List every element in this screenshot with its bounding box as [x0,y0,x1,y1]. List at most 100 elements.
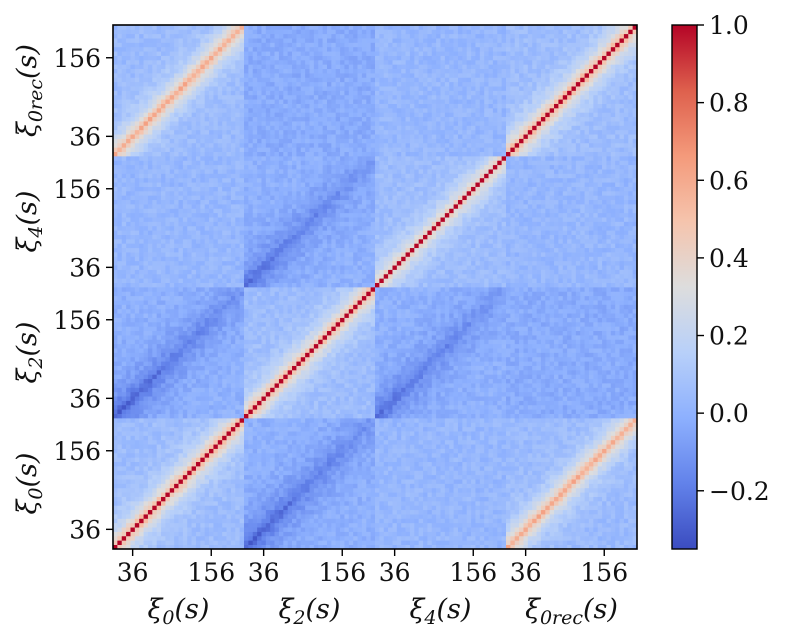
heatmap-cell [156,505,162,511]
heatmap-cell [427,535,433,541]
heatmap-cell [388,387,393,393]
heatmap-cell [401,496,406,502]
heatmap-cell [313,505,319,511]
heatmap-cell [392,522,398,528]
heatmap-cell [152,435,158,441]
heatmap-cell [571,535,577,541]
heatmap-cell [462,439,468,445]
heatmap-cell [134,439,140,445]
heatmap-cell [222,518,227,524]
heatmap-cell [423,544,428,550]
heatmap-cell [283,396,289,401]
heatmap-cell [540,431,546,436]
heatmap-cell [213,396,219,401]
heatmap-cell [475,444,481,449]
heatmap-cell [514,527,520,532]
heatmap-cell [326,531,332,537]
heatmap-cell [431,531,437,537]
heatmap-cell [139,439,144,445]
heatmap-cell [335,518,341,524]
heatmap-cell [523,400,529,406]
heatmap-cell [244,400,249,406]
heatmap-cell [453,444,459,449]
heatmap-cell [375,509,380,515]
heatmap-cell [200,422,206,428]
heatmap-cell [331,531,337,537]
heatmap-cell [401,413,406,419]
heatmap-cell [580,544,585,550]
heatmap-cell [571,400,577,406]
heatmap-cell [588,535,594,541]
heatmap-cell [169,448,175,454]
heatmap-cell [453,496,459,502]
heatmap-cell [479,435,485,441]
heatmap-cell [418,518,424,524]
heatmap-cell [628,431,633,436]
heatmap-cell [527,514,533,519]
heatmap-cell [379,426,385,432]
heatmap-cell [165,444,171,449]
heatmap-cell [623,518,629,524]
heatmap-cell [113,527,118,532]
heatmap-cell [593,452,599,458]
heatmap-cell [278,369,284,375]
heatmap-cell [562,418,568,423]
heatmap-cell [235,514,240,519]
heatmap-cell [545,461,551,467]
heatmap-cell [348,479,354,484]
heatmap-cell [632,409,638,414]
heatmap-cell [597,527,603,532]
heatmap-cell [287,383,293,388]
heatmap-cell [510,514,516,519]
heatmap-cell [457,413,463,419]
heatmap-cell [610,461,616,467]
heatmap-cell [195,470,201,476]
heatmap-cell [335,413,341,419]
heatmap-cell [414,413,420,419]
heatmap-cell [147,457,153,463]
heatmap-cell [431,387,437,393]
heatmap-cell [431,365,437,371]
heatmap-cell [492,431,498,436]
heatmap-cell [388,365,393,371]
heatmap-cell [471,413,476,419]
heatmap-cell [444,514,450,519]
heatmap-cell [619,500,625,506]
heatmap-cell [401,374,406,380]
heatmap-cell [475,540,481,545]
heatmap-cell [244,426,249,432]
heatmap-cell [444,413,450,419]
heatmap-cell [209,492,214,497]
heatmap-cell [134,522,140,528]
heatmap-cell [501,500,507,506]
heatmap-cell [340,492,345,497]
heatmap-cell [606,535,612,541]
heatmap-cell [475,448,481,454]
heatmap-cell [309,448,315,454]
heatmap-cell [444,400,450,406]
heatmap-cell [514,518,520,524]
heatmap-cell [545,544,551,550]
heatmap-cell [536,535,542,541]
heatmap-cell [370,518,376,524]
heatmap-cell [230,461,236,467]
heatmap-cell [623,522,629,528]
heatmap-cell [602,509,607,515]
heatmap-cell [257,448,262,454]
heatmap-cell [152,527,158,532]
heatmap-cell [217,396,223,401]
heatmap-cell [423,444,428,449]
heatmap-cell [475,391,481,397]
heatmap-cell [375,426,380,432]
heatmap-cell [602,535,607,541]
heatmap-cell [615,457,620,463]
heatmap-cell [536,518,542,524]
heatmap-cell [178,509,184,515]
heatmap-cell [204,466,210,471]
heatmap-cell [126,492,131,497]
heatmap-cell [261,527,267,532]
heatmap-cell [527,452,533,458]
heatmap-cell [174,540,179,545]
heatmap-cell [195,400,201,406]
heatmap-cell [296,365,302,371]
